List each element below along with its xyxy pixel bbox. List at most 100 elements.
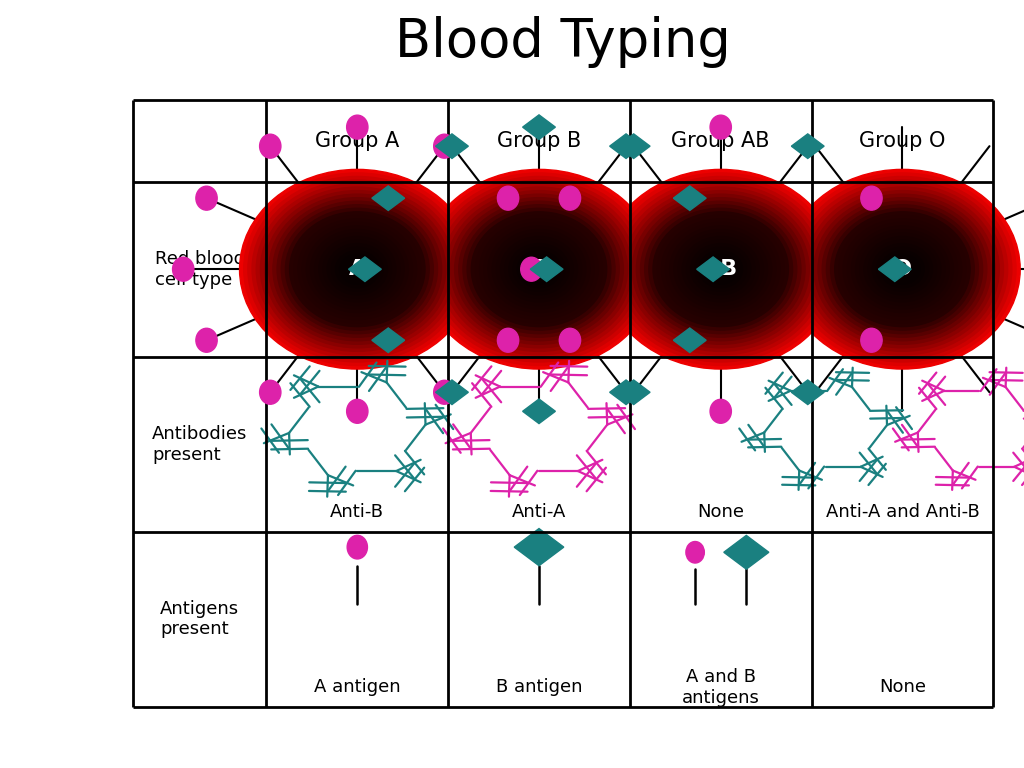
Ellipse shape xyxy=(856,230,949,309)
Ellipse shape xyxy=(615,180,826,359)
Text: Blood Typing: Blood Typing xyxy=(395,16,731,68)
Ellipse shape xyxy=(797,180,1008,359)
Text: O: O xyxy=(893,260,912,280)
Ellipse shape xyxy=(521,254,557,284)
Ellipse shape xyxy=(501,237,578,302)
Ellipse shape xyxy=(327,243,387,295)
Ellipse shape xyxy=(196,328,217,353)
Ellipse shape xyxy=(459,201,620,337)
Ellipse shape xyxy=(670,226,772,313)
Text: Group AB: Group AB xyxy=(672,131,770,151)
Ellipse shape xyxy=(686,240,755,298)
Ellipse shape xyxy=(455,197,624,341)
Ellipse shape xyxy=(810,190,995,348)
Ellipse shape xyxy=(517,250,561,288)
Ellipse shape xyxy=(430,177,648,362)
Ellipse shape xyxy=(286,208,429,330)
Ellipse shape xyxy=(434,180,644,359)
Ellipse shape xyxy=(860,233,945,306)
Ellipse shape xyxy=(784,170,1020,369)
Ellipse shape xyxy=(710,115,731,139)
Ellipse shape xyxy=(881,250,925,288)
Ellipse shape xyxy=(793,177,1012,362)
Ellipse shape xyxy=(847,223,957,316)
Ellipse shape xyxy=(260,380,281,404)
Text: AB: AB xyxy=(703,260,738,280)
Ellipse shape xyxy=(861,328,882,353)
Ellipse shape xyxy=(318,237,396,302)
Ellipse shape xyxy=(282,205,433,334)
Text: Anti-A and Anti-B: Anti-A and Anti-B xyxy=(825,503,979,521)
Ellipse shape xyxy=(885,254,921,284)
Text: Group B: Group B xyxy=(497,131,582,151)
Ellipse shape xyxy=(678,233,764,306)
Ellipse shape xyxy=(636,197,805,341)
Ellipse shape xyxy=(505,240,573,298)
Ellipse shape xyxy=(830,208,974,330)
Text: Antibodies
present: Antibodies present xyxy=(153,425,248,464)
Ellipse shape xyxy=(559,186,581,210)
Ellipse shape xyxy=(336,250,379,288)
Ellipse shape xyxy=(699,250,742,288)
Ellipse shape xyxy=(628,190,813,348)
Ellipse shape xyxy=(471,212,606,326)
Ellipse shape xyxy=(645,205,797,334)
Ellipse shape xyxy=(611,177,830,362)
Ellipse shape xyxy=(620,184,822,355)
Ellipse shape xyxy=(196,186,217,210)
Ellipse shape xyxy=(710,399,731,423)
Ellipse shape xyxy=(690,243,751,295)
Ellipse shape xyxy=(861,186,882,210)
Ellipse shape xyxy=(475,215,602,323)
Ellipse shape xyxy=(173,257,194,281)
Ellipse shape xyxy=(814,194,991,344)
Ellipse shape xyxy=(252,180,463,359)
Ellipse shape xyxy=(864,237,941,302)
Ellipse shape xyxy=(248,177,467,362)
Text: A: A xyxy=(349,260,366,280)
Ellipse shape xyxy=(278,201,437,337)
Ellipse shape xyxy=(298,219,417,319)
Ellipse shape xyxy=(662,219,780,319)
Text: Group O: Group O xyxy=(859,131,945,151)
Ellipse shape xyxy=(498,328,519,353)
Ellipse shape xyxy=(446,190,632,348)
Ellipse shape xyxy=(682,237,759,302)
Ellipse shape xyxy=(332,247,383,291)
Ellipse shape xyxy=(822,201,983,337)
Ellipse shape xyxy=(264,190,450,348)
Ellipse shape xyxy=(442,187,636,352)
Ellipse shape xyxy=(818,197,987,341)
Ellipse shape xyxy=(306,226,409,313)
Ellipse shape xyxy=(872,243,933,295)
Ellipse shape xyxy=(434,134,455,158)
Ellipse shape xyxy=(868,240,937,298)
Ellipse shape xyxy=(607,173,835,366)
Ellipse shape xyxy=(294,215,421,323)
Text: None: None xyxy=(879,678,926,697)
Ellipse shape xyxy=(521,257,542,281)
Ellipse shape xyxy=(826,205,979,334)
Ellipse shape xyxy=(260,187,455,352)
Ellipse shape xyxy=(290,212,425,326)
Ellipse shape xyxy=(788,173,1016,366)
Ellipse shape xyxy=(624,187,817,352)
Ellipse shape xyxy=(347,115,368,139)
Text: Anti-B: Anti-B xyxy=(331,503,384,521)
Ellipse shape xyxy=(603,170,839,369)
Ellipse shape xyxy=(694,247,746,291)
Ellipse shape xyxy=(839,215,966,323)
Ellipse shape xyxy=(640,201,801,337)
Ellipse shape xyxy=(559,328,581,353)
Ellipse shape xyxy=(632,194,809,344)
Ellipse shape xyxy=(425,173,652,366)
Ellipse shape xyxy=(493,230,586,309)
Ellipse shape xyxy=(686,541,705,563)
Ellipse shape xyxy=(302,223,413,316)
Ellipse shape xyxy=(273,197,441,341)
Ellipse shape xyxy=(438,184,640,355)
Text: Antigens
present: Antigens present xyxy=(160,600,240,638)
Ellipse shape xyxy=(657,215,784,323)
Text: None: None xyxy=(697,503,744,521)
Ellipse shape xyxy=(310,230,404,309)
